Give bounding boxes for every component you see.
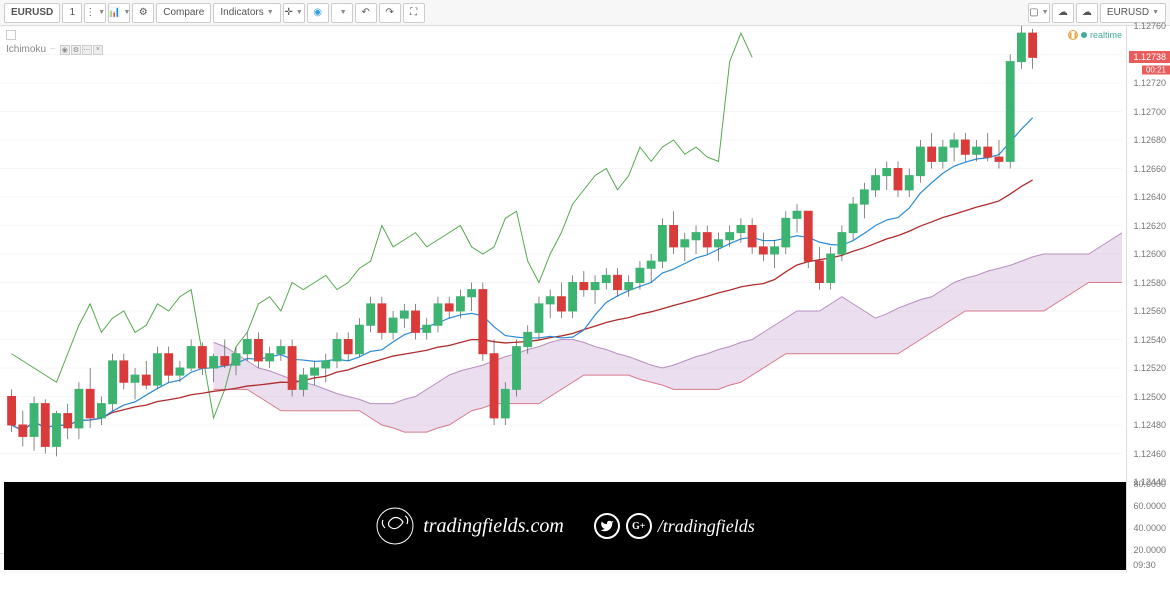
legend-toggle[interactable] <box>6 30 16 40</box>
y-tick-label: 1.12560 <box>1133 306 1166 316</box>
undo-button[interactable]: ↶ <box>355 3 377 23</box>
banner-brand: tradingfields.com <box>375 506 564 546</box>
y2-tick-label: 60.0000 <box>1133 501 1166 511</box>
fullscreen-button[interactable]: ⛶ <box>403 3 425 23</box>
y2-tick-label: 40.0000 <box>1133 523 1166 533</box>
y-tick-label: 1.12660 <box>1133 164 1166 174</box>
y-tick-label: 1.12600 <box>1133 249 1166 259</box>
y-tick-label: 1.12680 <box>1133 135 1166 145</box>
realtime-badge: ❚❚ realtime <box>1068 30 1122 40</box>
cloud-up-button[interactable]: ☁ <box>1076 3 1098 23</box>
y-tick-label: 1.12480 <box>1133 420 1166 430</box>
y-axis[interactable]: 1.127601.127401.127201.127001.126801.126… <box>1126 26 1170 573</box>
y-tick-label: 1.12500 <box>1133 392 1166 402</box>
indicators-button[interactable]: Indicators▼ <box>213 3 280 23</box>
symbol-button[interactable]: EURUSD <box>4 3 60 23</box>
realtime-dot-icon <box>1081 32 1087 38</box>
twitter-icon[interactable] <box>594 513 620 539</box>
y-tick-label: 1.12700 <box>1133 107 1166 117</box>
y-tick-label: 1.12720 <box>1133 78 1166 88</box>
cloud-down-button[interactable]: ☁ <box>1052 3 1074 23</box>
crosshair-button[interactable]: ✛▼ <box>283 3 305 23</box>
chart-svg <box>0 26 1122 482</box>
indicator-legend: Ichimoku ~ ◉ ⚙ ⋯ × <box>6 44 103 55</box>
magnet-menu-button[interactable]: ▼ <box>331 3 353 23</box>
gear-icon: ⚙ <box>139 7 148 18</box>
legend-settings-icon[interactable]: ⚙ <box>71 45 81 55</box>
y-tick-label: 1.12640 <box>1133 192 1166 202</box>
countdown-badge: 00:21 <box>1142 66 1170 75</box>
y2-tick-label: 80.0000 <box>1133 479 1166 489</box>
cloud-download-icon: ☁ <box>1058 7 1068 18</box>
cloud-upload-icon: ☁ <box>1082 7 1092 18</box>
settings-button[interactable]: ⚙ <box>132 3 154 23</box>
chart-style-button[interactable]: 📊▼ <box>108 3 130 23</box>
redo-button[interactable]: ↷ <box>379 3 401 23</box>
compare-button[interactable]: Compare <box>156 3 211 23</box>
legend-more-icon[interactable]: ⋯ <box>82 45 92 55</box>
x-tick-label: 09:30 <box>1133 560 1156 570</box>
y-tick-label: 1.12760 <box>1133 21 1166 31</box>
y-tick-label: 1.12520 <box>1133 363 1166 373</box>
bull-logo-icon <box>375 506 415 546</box>
toolbar: EURUSD 1 ⋮▼ 📊▼ ⚙ Compare Indicators▼ ✛▼ … <box>0 0 1170 26</box>
y-tick-label: 1.12460 <box>1133 449 1166 459</box>
y-tick-label: 1.12620 <box>1133 221 1166 231</box>
pause-icon[interactable]: ❚❚ <box>1068 30 1078 40</box>
interval-button[interactable]: 1 <box>62 3 82 23</box>
y2-tick-label: 20.0000 <box>1133 545 1166 555</box>
googleplus-icon[interactable]: G+ <box>626 513 652 539</box>
banner: tradingfields.com G+ /tradingfields <box>4 482 1126 570</box>
indicator-name: Ichimoku <box>6 44 46 55</box>
chart-container[interactable]: Ichimoku ~ ◉ ⚙ ⋯ × ❚❚ realtime 1.127601.… <box>0 26 1170 573</box>
y-tick-label: 1.12580 <box>1133 278 1166 288</box>
price-badge: 1.12738 <box>1129 51 1170 63</box>
magnet-button[interactable]: ◉ <box>307 3 329 23</box>
legend-close-icon[interactable]: × <box>93 45 103 55</box>
symbol-right-button[interactable]: EURUSD▼ <box>1100 3 1166 23</box>
banner-social: G+ /tradingfields <box>594 513 755 539</box>
interval-menu-button[interactable]: ⋮▼ <box>84 3 106 23</box>
chart-legend <box>6 30 16 40</box>
legend-eye-icon[interactable]: ◉ <box>60 45 70 55</box>
y-tick-label: 1.12540 <box>1133 335 1166 345</box>
layout-button[interactable]: ▢▼ <box>1028 3 1050 23</box>
